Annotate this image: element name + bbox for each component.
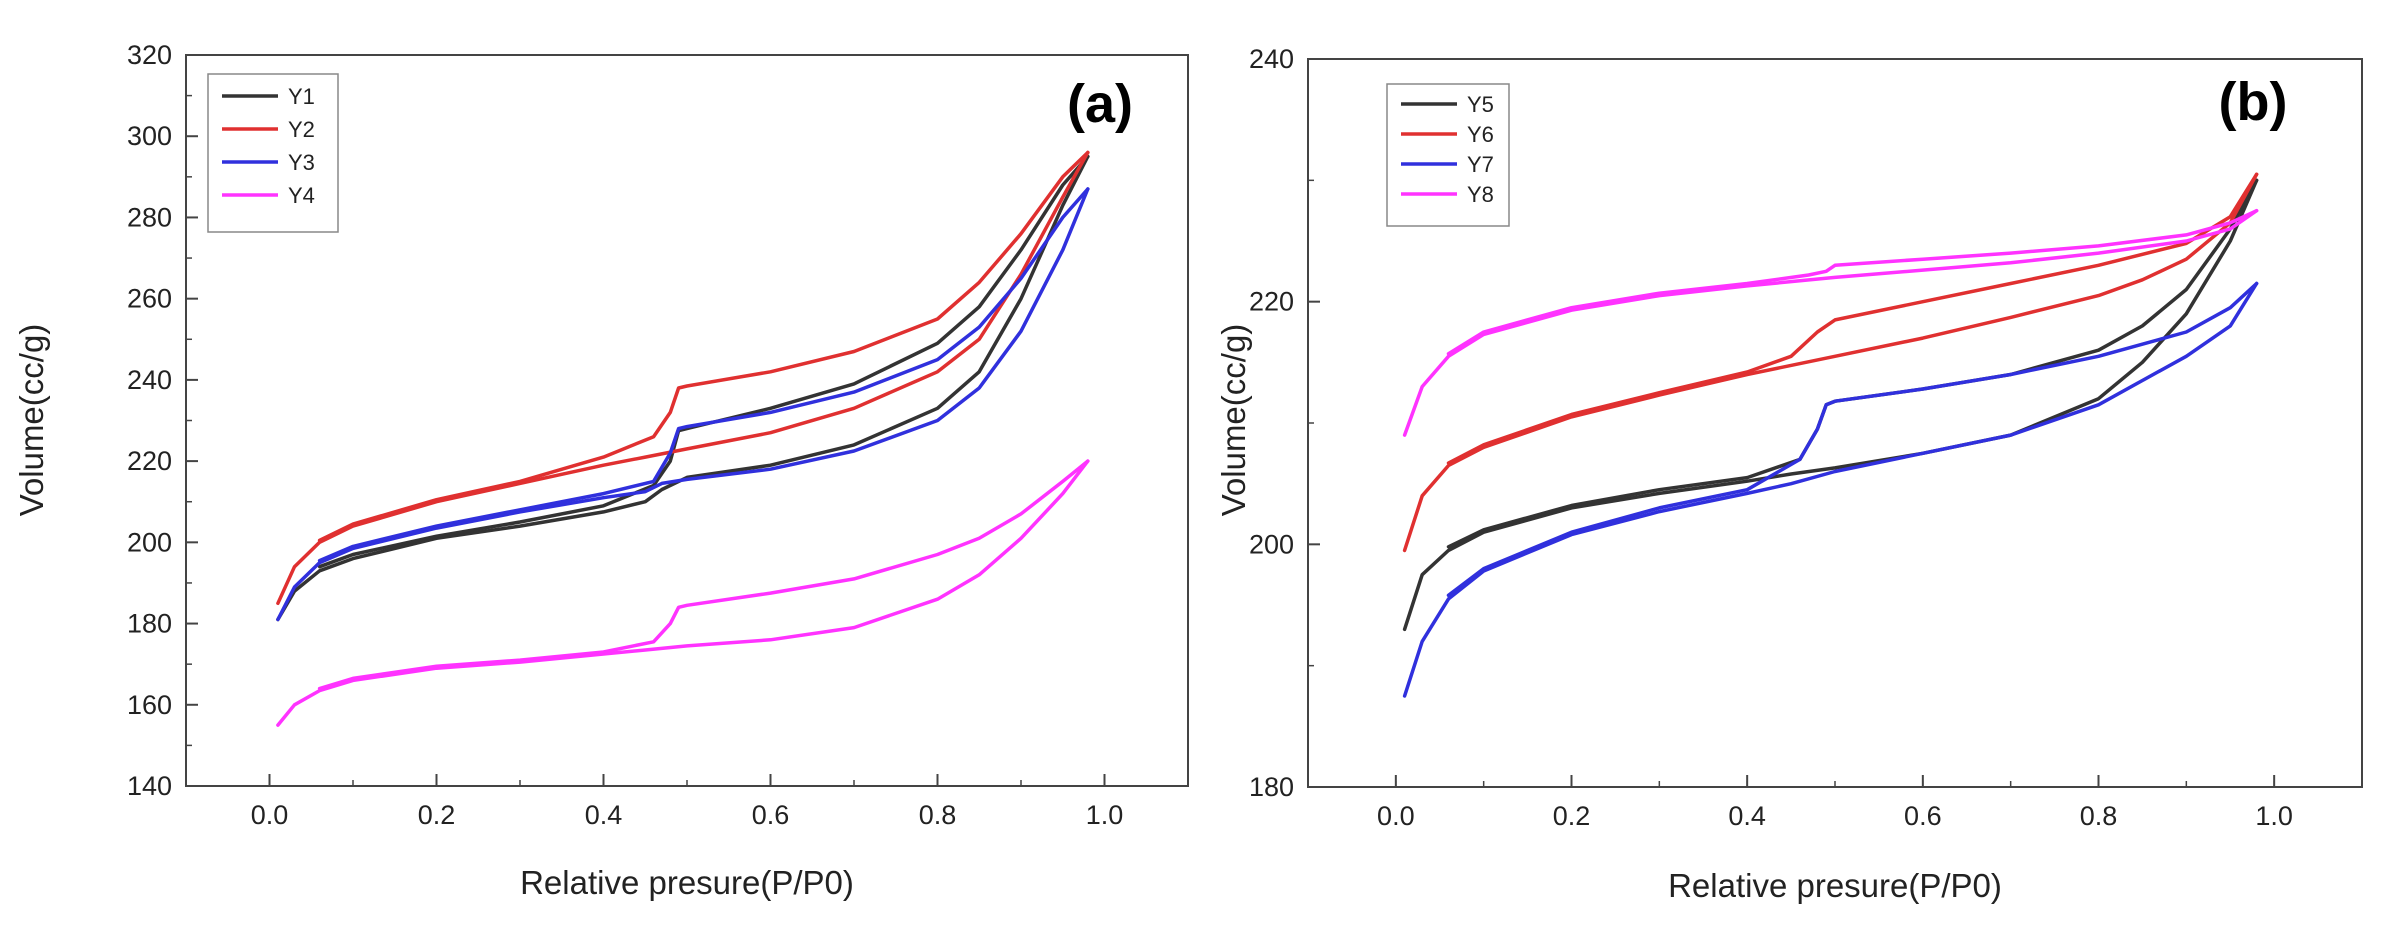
- y-tick-label: 240: [127, 365, 172, 395]
- y-tick-label: 180: [1249, 772, 1294, 802]
- y-tick-label: 260: [127, 284, 172, 314]
- x-tick-label: 0.6: [752, 800, 790, 830]
- legend-label-y3: Y3: [288, 150, 315, 175]
- legend-label-y5: Y5: [1467, 92, 1494, 117]
- y-tick-label: 280: [127, 202, 172, 232]
- y-tick-label: 180: [127, 609, 172, 639]
- x-tick-label: 0.0: [251, 800, 289, 830]
- series-y1-adsorption-line: [276, 154, 1090, 622]
- legend-a: Y1 Y2 Y3 Y4: [207, 73, 339, 233]
- x-tick-label: 0.0: [1377, 801, 1415, 831]
- series-y2-adsorption-line: [276, 150, 1090, 606]
- series-y8-adsorption-line: [1402, 208, 2259, 437]
- y-tick-label: 240: [1249, 44, 1294, 74]
- series-y7-adsorption-line: [1402, 281, 2259, 698]
- series-y8-desorption-line: [1446, 208, 2259, 356]
- x-tick-label: 0.8: [919, 800, 957, 830]
- legend-label-y7: Y7: [1467, 152, 1494, 177]
- x-tick-label: 0.2: [1553, 801, 1591, 831]
- chart-panel-a: 0.0 0.2 0.4 0.6 0.8 1.0 140 160 180 200 220 240 260 2…: [13, 40, 1189, 901]
- x-tick-label: 0.4: [1728, 801, 1766, 831]
- series-y4-desorption-line: [317, 459, 1090, 691]
- series-y3-desorption-line: [317, 187, 1090, 563]
- y-tick-label: 140: [127, 771, 172, 801]
- y-tick-label: 220: [127, 446, 172, 476]
- legend-label-y4: Y4: [288, 183, 315, 208]
- series-y2-desorption-line: [317, 150, 1090, 543]
- x-tick-label: 0.8: [2080, 801, 2118, 831]
- plot-area-a: [185, 54, 1189, 787]
- series-y1-desorption-line: [317, 154, 1090, 569]
- chart-panel-b: 0.0 0.2 0.4 0.6 0.8 1.0 180 200 220 240 Relative …: [1215, 44, 2363, 904]
- y-tick-label: 320: [127, 40, 172, 70]
- x-axis-title-b: Relative presure(P/P0): [1668, 867, 2002, 904]
- y-tick-label: 220: [1249, 287, 1294, 317]
- x-tick-label: 0.4: [585, 800, 623, 830]
- x-tick-label: 0.6: [1904, 801, 1942, 831]
- legend-box-b: [1386, 83, 1510, 227]
- x-tick-label: 1.0: [2255, 801, 2293, 831]
- series-y3-adsorption-line: [276, 187, 1090, 622]
- legend-label-y2: Y2: [288, 117, 315, 142]
- series-y4-adsorption-line: [276, 459, 1090, 727]
- legend-label-y1: Y1: [288, 84, 315, 109]
- y-tick-label: 200: [1249, 529, 1294, 559]
- panel-label-a: (a): [1067, 74, 1133, 134]
- series-y7-desorption-line: [1446, 281, 2259, 598]
- y-axis-title-b: Volume(cc/g): [1215, 324, 1252, 517]
- legend-label-y6: Y6: [1467, 122, 1494, 147]
- x-tick-label: 0.2: [418, 800, 456, 830]
- y-tick-label: 200: [127, 527, 172, 557]
- y-tick-label: 160: [127, 690, 172, 720]
- legend-box-a: [207, 73, 339, 233]
- x-axis-title-a: Relative presure(P/P0): [520, 864, 854, 901]
- x-tick-label: 1.0: [1086, 800, 1124, 830]
- y-axis-title-a: Volume(cc/g): [13, 324, 50, 517]
- legend-b: Y5 Y6 Y7 Y8: [1386, 83, 1510, 227]
- panel-label-b: (b): [2219, 72, 2288, 132]
- legend-label-y8: Y8: [1467, 182, 1494, 207]
- series-y6-desorption-line: [1446, 172, 2259, 465]
- series-y6-adsorption-line: [1402, 172, 2259, 553]
- y-tick-label: 300: [127, 121, 172, 151]
